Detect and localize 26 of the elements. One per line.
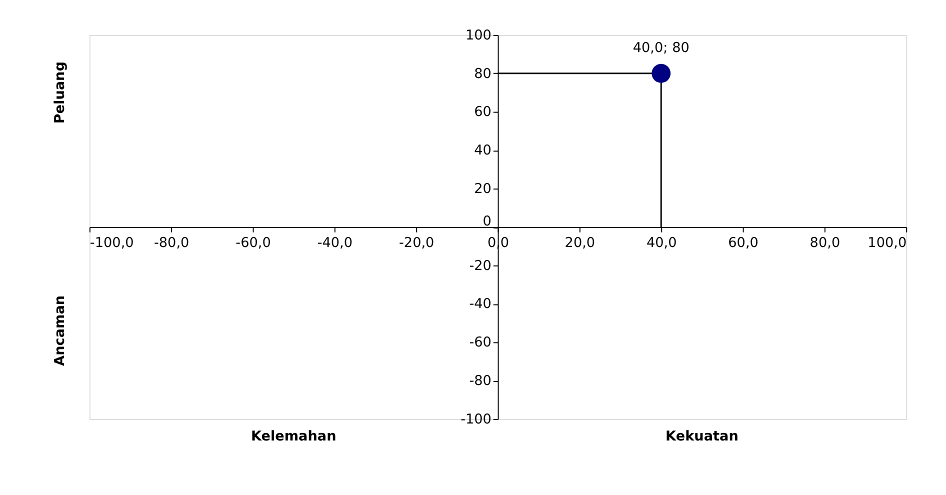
y-tick-label: 20	[474, 180, 492, 197]
x-tick-label: 60,0	[728, 234, 758, 251]
y-tick-label: -60	[469, 334, 492, 351]
y-tick-label: 60	[474, 104, 492, 120]
x-tick-label: -80,0	[154, 234, 190, 251]
x-tick-label: -100,0	[90, 234, 134, 251]
x-tick-label: -40,0	[317, 234, 353, 251]
text: Kekuatan	[666, 428, 738, 444]
data-label: 40,0; 80	[632, 40, 690, 56]
x-tick-label: -60,0	[236, 234, 271, 251]
x-tick-label: 40,0	[646, 234, 677, 251]
y-tick-label: -100	[460, 411, 492, 428]
y-tick-label: -20	[469, 258, 492, 274]
y-tick-label: 80	[474, 66, 492, 82]
x-tick-label: 80,0	[810, 234, 840, 251]
x-tick-label: 20,0	[564, 234, 596, 251]
text: Peluang	[52, 61, 68, 124]
y-tick-label: 0	[482, 214, 492, 230]
text: Kelemahan	[250, 428, 336, 444]
x-tick-label: 100,0	[868, 234, 907, 251]
y-tick-label: -80	[469, 372, 492, 389]
x-tick-label: -20,0	[399, 234, 434, 251]
text: Ancaman	[52, 295, 68, 366]
y-tick-label: -40	[469, 296, 492, 312]
y-tick-label: 40	[474, 142, 492, 159]
y-tick-label: 100	[465, 27, 492, 44]
